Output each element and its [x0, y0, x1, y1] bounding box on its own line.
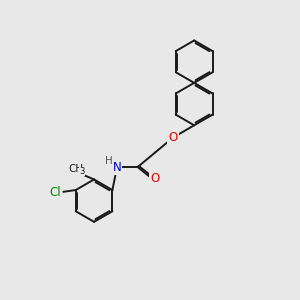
Text: H: H — [105, 156, 113, 166]
Text: Cl: Cl — [50, 186, 62, 199]
Text: 3: 3 — [79, 167, 85, 176]
Text: CH: CH — [68, 164, 83, 174]
Text: O: O — [168, 131, 178, 144]
Text: N: N — [112, 160, 122, 174]
Text: O: O — [150, 172, 159, 185]
